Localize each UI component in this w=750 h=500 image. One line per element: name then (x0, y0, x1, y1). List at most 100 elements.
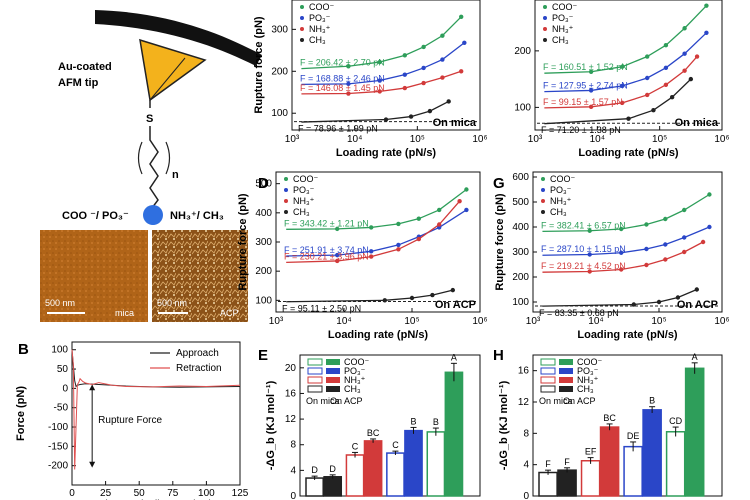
panel-label-E: E (258, 347, 268, 364)
data-point-blue-D (335, 252, 340, 258)
group-label-acp-H: On ACP (563, 396, 596, 406)
legend-label-C: PO₃⁻ (309, 13, 331, 23)
data-point-green-G (587, 228, 592, 233)
legend-label-G: COO⁻ (550, 174, 576, 184)
data-point-red-G (700, 239, 706, 245)
data-point-blue-C (440, 57, 445, 62)
bar-green-acp-E (444, 371, 464, 497)
data-point-blue-G (663, 242, 668, 247)
x-tick-label-G: 10⁶ (714, 316, 729, 327)
data-point-red-D (396, 247, 401, 252)
y-tick-label-D: 200 (255, 266, 272, 277)
bar-green-mica-H (665, 431, 686, 497)
data-point-blue-F (704, 30, 709, 35)
y-axis-title-H: -ΔG_b (KJ mol⁻¹) (498, 380, 510, 470)
bar-red-mica-H (580, 460, 601, 497)
data-point-red-G (663, 257, 668, 262)
y-tick-label-D: 300 (255, 237, 272, 248)
y-tick-label-E: 4 (290, 465, 296, 476)
legend-marker-D (284, 199, 288, 203)
y-tick-label-E: 20 (285, 363, 297, 374)
y-tick-label-C: 300 (271, 24, 288, 35)
data-point-red-G (619, 267, 624, 272)
significance-letter-H: BC (603, 413, 616, 423)
legend-marker-F (543, 5, 547, 9)
legend-filled-box-E (326, 359, 340, 365)
legend-label-E: CH₃ (344, 384, 361, 394)
significance-letter-E: C (392, 440, 399, 450)
fit-label-red-C: F = 146.08 ± 1.45 pN (300, 83, 385, 93)
data-point-green-D (396, 221, 401, 227)
legend-marker-C (300, 16, 304, 20)
panel-label-G: G (493, 175, 505, 192)
fit-label-green-G: F = 382.41 ± 6.57 pN (541, 220, 626, 230)
y-tick-label-G: 200 (512, 272, 529, 283)
significance-letter-E: D (329, 464, 336, 474)
data-point-red-F (694, 54, 700, 59)
legend-label-F: COO⁻ (552, 2, 578, 12)
data-point-blue-G (587, 252, 592, 257)
data-point-red-F (620, 100, 625, 106)
data-point-red-G (587, 269, 592, 274)
acp-image-label: ACP (220, 308, 239, 318)
fit-label-red-D: F = 230.21 ± 3.96 pN (284, 251, 369, 261)
x-tick-label-B: 0 (69, 488, 75, 499)
legend-marker-G (541, 177, 545, 181)
x-tick-label-B: 125 (232, 488, 249, 499)
data-point-red-F (588, 104, 594, 110)
substrate-label-D: On ACP (435, 299, 476, 311)
y-tick-label-F: 200 (514, 46, 531, 57)
data-point-green-F (588, 69, 594, 74)
data-point-blue-D (464, 207, 469, 213)
legend-label-E: COO⁻ (344, 357, 370, 367)
y-axis-title-G: Rupture force (pN) (494, 193, 506, 291)
y-tick-label-C: 100 (271, 108, 288, 119)
fit-label-green-F: F = 160.51 ± 1.52 pN (543, 62, 628, 72)
data-point-green-F (645, 54, 650, 59)
bar-blue-acp-H (642, 409, 662, 497)
data-point-black-C (383, 117, 389, 122)
legend-open-box-H (540, 367, 556, 375)
legend-filled-box-H (559, 377, 573, 383)
x-tick-label-C: 10⁴ (347, 134, 362, 145)
data-point-red-D (369, 254, 374, 259)
significance-letter-H: B (649, 396, 655, 406)
legend-label-E: NH₃⁺ (344, 375, 366, 385)
bar-red-acp-H (599, 426, 620, 497)
data-point-green-C (377, 59, 382, 65)
legend-marker-G (541, 199, 545, 203)
legend-label-F: PO₃⁻ (552, 13, 574, 23)
substrate-label-C: On mica (433, 117, 477, 129)
legend-marker-F (543, 27, 547, 31)
baseline-label-C: F = 78.96 ± 1.99 pN (298, 124, 378, 134)
x-tick-label-B: 75 (167, 488, 179, 499)
data-point-green-G (682, 207, 687, 213)
data-point-black-D (450, 287, 455, 293)
panel-label-B: B (18, 341, 29, 358)
plot-frame-F (534, 0, 723, 131)
data-point-red-C (421, 80, 426, 86)
left-group-label: COO ⁻/ PO₃⁻ (62, 210, 129, 222)
fit-label-green-C: F = 206.42 ± 2.70 pN (300, 58, 385, 68)
data-point-blue-C (421, 65, 426, 71)
panel-a-schematic: Au-coated AFM tip S n COO ⁻/ PO₃⁻ NH₃⁺/ … (40, 10, 262, 322)
fit-label-blue-G: F = 287.10 ± 1.15 pN (541, 244, 626, 254)
significance-letter-E: A (451, 352, 457, 362)
force-curve-retraction (71, 349, 241, 470)
legend-filled-box-H (559, 368, 573, 374)
data-point-green-F (682, 26, 687, 31)
y-axis-title-B: Force (pN) (15, 386, 27, 441)
panel-g-acp-rupture: G 100 200 300 400 500 600 10³ 10⁴ 10⁵ 10⁶ Loading r… (493, 171, 730, 341)
y-tick-label-E: 0 (290, 491, 296, 500)
fit-label-red-F: F = 99.15 ± 1.57 pN (543, 97, 623, 107)
x-tick-label-C: 10⁵ (410, 134, 425, 145)
legend-marker-F (543, 16, 547, 20)
data-point-blue-C (346, 81, 351, 87)
legend-marker-F (543, 38, 547, 42)
data-point-red-D (416, 236, 421, 242)
x-tick-label-C: 10³ (285, 134, 300, 145)
y-tick-label-B: -150 (48, 441, 68, 452)
x-tick-label-G: 10⁵ (651, 316, 666, 327)
alkyl-chain (149, 126, 159, 209)
y-axis-title-C: Rupture force (pN) (253, 16, 265, 114)
